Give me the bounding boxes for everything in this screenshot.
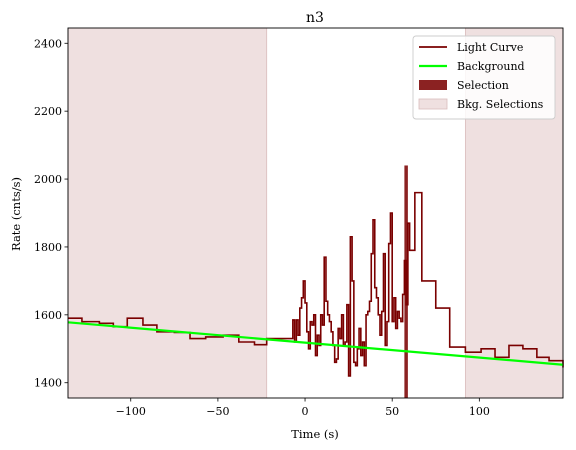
background-fit-line xyxy=(67,321,564,366)
x-tick-label: −100 xyxy=(116,405,146,418)
y-axis: 1400 1600 1800 2000 2200 2400 xyxy=(34,37,68,390)
x-tick-label: −50 xyxy=(206,405,229,418)
y-tick-label: 1400 xyxy=(34,377,62,390)
legend-bkg-selections-label: Bkg. Selections xyxy=(457,98,544,111)
chart-title: n3 xyxy=(306,10,324,26)
plot-frame xyxy=(67,27,564,399)
legend: Light Curve Background Selection Bkg. Se… xyxy=(412,35,556,120)
y-tick-label: 2000 xyxy=(34,173,62,186)
x-tick-label: 100 xyxy=(469,405,490,418)
x-axis: −100 −50 0 50 100 xyxy=(116,398,490,418)
y-tick-label: 1800 xyxy=(34,241,62,254)
x-tick-label: 0 xyxy=(302,405,309,418)
legend-selection-swatch xyxy=(419,80,447,90)
x-axis-label: Time (s) xyxy=(291,427,339,441)
y-tick-label: 2400 xyxy=(34,37,62,50)
background-fit-layer xyxy=(67,321,564,366)
y-tick-label: 2200 xyxy=(34,105,62,118)
legend-background-label: Background xyxy=(457,60,525,73)
y-tick-label: 1600 xyxy=(34,309,62,322)
x-tick-label: 50 xyxy=(385,405,399,418)
legend-box xyxy=(412,35,556,120)
legend-bkg-selections-swatch xyxy=(418,98,448,110)
bkg-selection-region-1 xyxy=(68,28,267,398)
y-axis-label: Rate (cnts/s) xyxy=(9,177,23,251)
legend-selection-label: Selection xyxy=(457,79,509,92)
legend-light-curve-label: Light Curve xyxy=(457,41,523,54)
